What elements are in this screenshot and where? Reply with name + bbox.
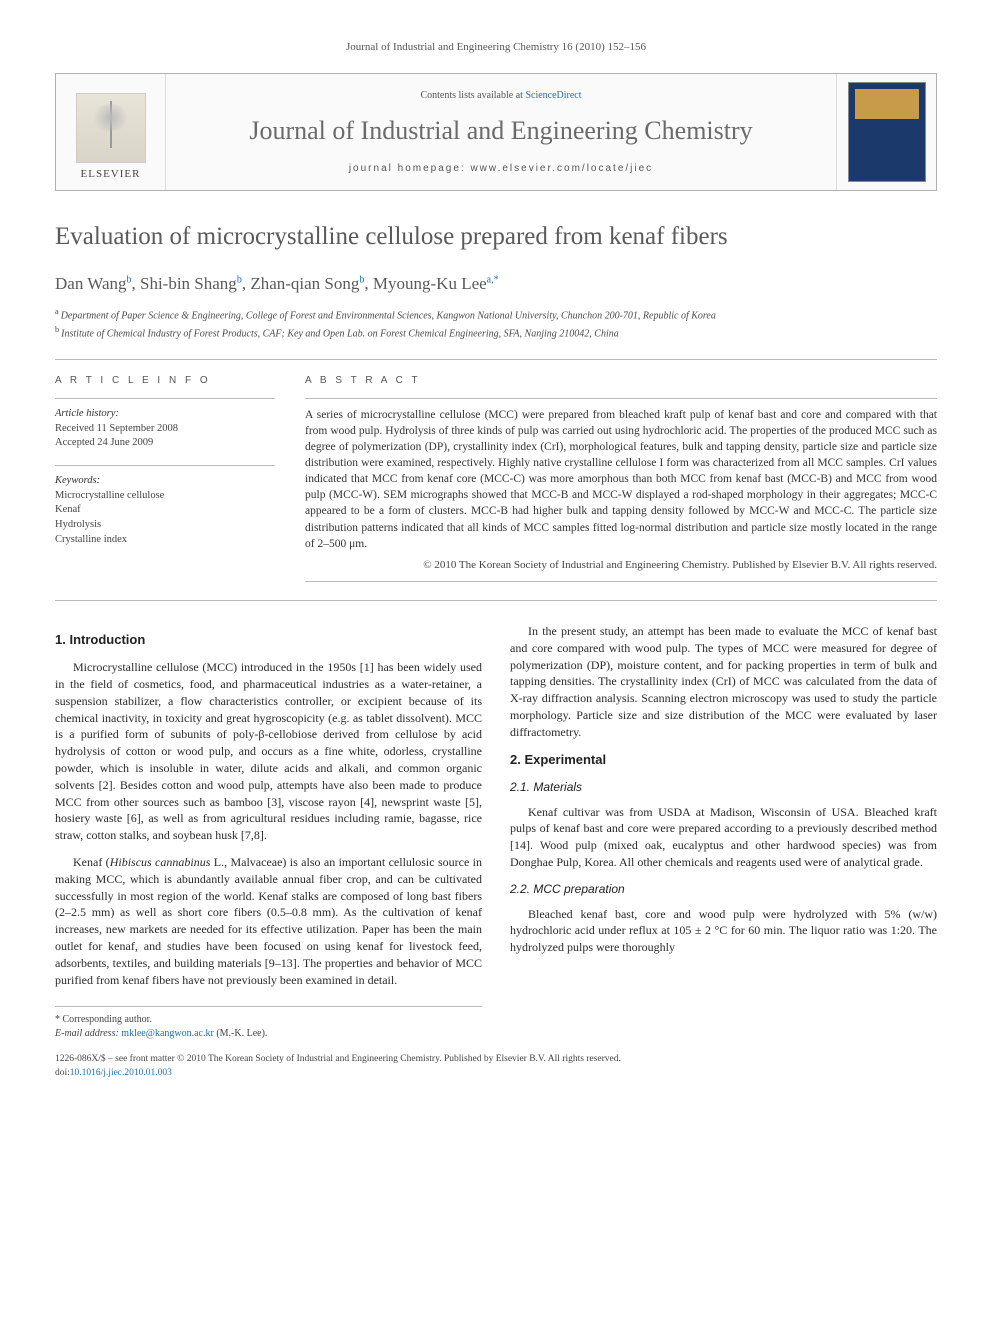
section-2-1-heading: 2.1. Materials bbox=[510, 779, 937, 796]
author-3: Zhan-qian Songb bbox=[250, 274, 364, 293]
rule-abs-2 bbox=[305, 581, 937, 582]
received-line: Received 11 September 2008 bbox=[55, 422, 275, 437]
footer-doi: doi:10.1016/j.jiec.2010.01.003 bbox=[55, 1067, 937, 1080]
history-label: Article history: bbox=[55, 407, 275, 422]
contents-line: Contents lists available at ScienceDirec… bbox=[174, 89, 828, 103]
abstract-heading: A B S T R A C T bbox=[305, 374, 937, 388]
masthead: ELSEVIER Contents lists available at Sci… bbox=[55, 73, 937, 191]
author-1: Dan Wangb bbox=[55, 274, 132, 293]
corr-label: * Corresponding author. bbox=[55, 1013, 482, 1027]
info-abstract-row: A R T I C L E I N F O Article history: R… bbox=[55, 360, 937, 600]
journal-name: Journal of Industrial and Engineering Ch… bbox=[174, 113, 828, 149]
species-name: Hibiscus cannabinus bbox=[110, 855, 211, 869]
affiliation-b: bInstitute of Chemical Industry of Fores… bbox=[55, 324, 937, 341]
journal-cover-icon bbox=[848, 82, 926, 182]
intro-para-3: In the present study, an attempt has bee… bbox=[510, 623, 937, 741]
doi-link[interactable]: 10.1016/j.jiec.2010.01.003 bbox=[70, 1068, 172, 1078]
article-info-heading: A R T I C L E I N F O bbox=[55, 374, 275, 388]
author-1-sup: b bbox=[127, 275, 132, 286]
publisher-label: ELSEVIER bbox=[81, 167, 141, 182]
rule-info-1 bbox=[55, 398, 275, 399]
publisher-block: ELSEVIER bbox=[56, 74, 166, 190]
corr-separator bbox=[55, 1006, 482, 1007]
author-2-sup: b bbox=[237, 275, 242, 286]
section-2-2-heading: 2.2. MCC preparation bbox=[510, 881, 937, 898]
homepage-url: www.elsevier.com/locate/jiec bbox=[470, 163, 653, 174]
cover-block bbox=[836, 74, 936, 190]
aff-a-sup: a bbox=[55, 307, 59, 316]
author-4-sup: a,* bbox=[487, 275, 499, 286]
accepted-line: Accepted 24 June 2009 bbox=[55, 436, 275, 451]
affiliations: aDepartment of Paper Science & Engineeri… bbox=[55, 306, 937, 341]
rule-lower bbox=[55, 600, 937, 601]
homepage-line: journal homepage: www.elsevier.com/locat… bbox=[174, 162, 828, 176]
article-title: Evaluation of microcrystalline cellulose… bbox=[55, 219, 937, 254]
abstract-col: A B S T R A C T A series of microcrystal… bbox=[305, 374, 937, 582]
keywords-label: Keywords: bbox=[55, 474, 275, 489]
intro-p2-a: Kenaf ( bbox=[73, 855, 110, 869]
author-3-sup: b bbox=[359, 275, 364, 286]
aff-b-sup: b bbox=[55, 325, 59, 334]
rule-abs-1 bbox=[305, 398, 937, 399]
corresponding-note: * Corresponding author. E-mail address: … bbox=[55, 1013, 482, 1041]
author-2-name: Shi-bin Shang bbox=[140, 274, 237, 293]
intro-p2-b: L., Malvaceae) is also an important cell… bbox=[55, 855, 482, 987]
elsevier-tree-icon bbox=[76, 93, 146, 163]
email-label: E-mail address: bbox=[55, 1028, 121, 1039]
sciencedirect-link[interactable]: ScienceDirect bbox=[525, 90, 581, 101]
intro-para-2: Kenaf (Hibiscus cannabinus L., Malvaceae… bbox=[55, 854, 482, 988]
section-1-heading: 1. Introduction bbox=[55, 631, 482, 649]
keyword-1: Kenaf bbox=[55, 503, 275, 518]
keyword-2: Hydrolysis bbox=[55, 518, 275, 533]
masthead-center: Contents lists available at ScienceDirec… bbox=[166, 74, 836, 190]
aff-a-text: Department of Paper Science & Engineerin… bbox=[61, 311, 716, 322]
materials-para: Kenaf cultivar was from USDA at Madison,… bbox=[510, 804, 937, 871]
authors-line: Dan Wangb, Shi-bin Shangb, Zhan-qian Son… bbox=[55, 272, 937, 296]
intro-para-1: Microcrystalline cellulose (MCC) introdu… bbox=[55, 659, 482, 844]
running-head: Journal of Industrial and Engineering Ch… bbox=[55, 40, 937, 55]
affiliation-a: aDepartment of Paper Science & Engineeri… bbox=[55, 306, 937, 323]
footer-copyright: 1226-086X/$ – see front matter © 2010 Th… bbox=[55, 1053, 937, 1080]
author-1-name: Dan Wang bbox=[55, 274, 127, 293]
keyword-3: Crystalline index bbox=[55, 533, 275, 548]
homepage-prefix: journal homepage: bbox=[349, 163, 471, 174]
author-4-name: Myoung-Ku Lee bbox=[373, 274, 487, 293]
article-info-col: A R T I C L E I N F O Article history: R… bbox=[55, 374, 275, 582]
aff-b-text: Institute of Chemical Industry of Forest… bbox=[61, 328, 619, 339]
contents-prefix: Contents lists available at bbox=[420, 90, 525, 101]
author-3-name: Zhan-qian Song bbox=[250, 274, 359, 293]
author-4: Myoung-Ku Leea,* bbox=[373, 274, 499, 293]
rule-info-2 bbox=[55, 465, 275, 466]
corr-email-line: E-mail address: mklee@kangwon.ac.kr (M.-… bbox=[55, 1027, 482, 1041]
keywords-block: Keywords: Microcrystalline cellulose Ken… bbox=[55, 474, 275, 547]
section-2-heading: 2. Experimental bbox=[510, 751, 937, 769]
corr-email-link[interactable]: mklee@kangwon.ac.kr bbox=[121, 1028, 214, 1039]
doi-prefix: doi: bbox=[55, 1068, 70, 1078]
abstract-copyright: © 2010 The Korean Society of Industrial … bbox=[305, 558, 937, 573]
abstract-text: A series of microcrystalline cellulose (… bbox=[305, 407, 937, 552]
body-columns: 1. Introduction Microcrystalline cellulo… bbox=[55, 623, 937, 1041]
keyword-0: Microcrystalline cellulose bbox=[55, 489, 275, 504]
corr-email-suffix: (M.-K. Lee). bbox=[214, 1028, 268, 1039]
author-2: Shi-bin Shangb bbox=[140, 274, 242, 293]
footer-line-1: 1226-086X/$ – see front matter © 2010 Th… bbox=[55, 1053, 937, 1066]
history-block: Article history: Received 11 September 2… bbox=[55, 407, 275, 451]
mcc-prep-para: Bleached kenaf bast, core and wood pulp … bbox=[510, 906, 937, 956]
page-root: Journal of Industrial and Engineering Ch… bbox=[0, 0, 992, 1120]
